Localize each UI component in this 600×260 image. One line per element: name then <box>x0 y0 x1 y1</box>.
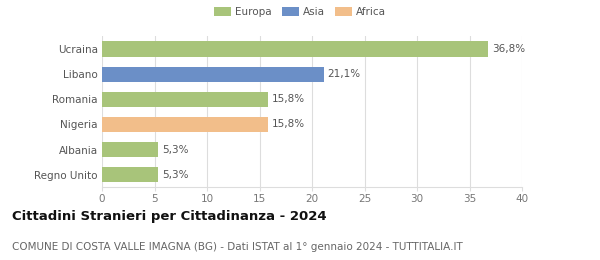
Bar <box>102 41 488 56</box>
Bar <box>102 117 268 132</box>
Text: 15,8%: 15,8% <box>272 94 305 104</box>
Bar <box>102 67 323 82</box>
Text: 15,8%: 15,8% <box>272 119 305 129</box>
Text: 21,1%: 21,1% <box>328 69 361 79</box>
Bar <box>102 167 158 182</box>
Bar <box>102 92 268 107</box>
Bar <box>102 142 158 157</box>
Text: Cittadini Stranieri per Cittadinanza - 2024: Cittadini Stranieri per Cittadinanza - 2… <box>12 210 326 223</box>
Text: 5,3%: 5,3% <box>162 145 188 154</box>
Text: 36,8%: 36,8% <box>493 44 526 54</box>
Text: 5,3%: 5,3% <box>162 170 188 180</box>
Text: COMUNE DI COSTA VALLE IMAGNA (BG) - Dati ISTAT al 1° gennaio 2024 - TUTTITALIA.I: COMUNE DI COSTA VALLE IMAGNA (BG) - Dati… <box>12 242 463 252</box>
Legend: Europa, Asia, Africa: Europa, Asia, Africa <box>210 3 390 21</box>
